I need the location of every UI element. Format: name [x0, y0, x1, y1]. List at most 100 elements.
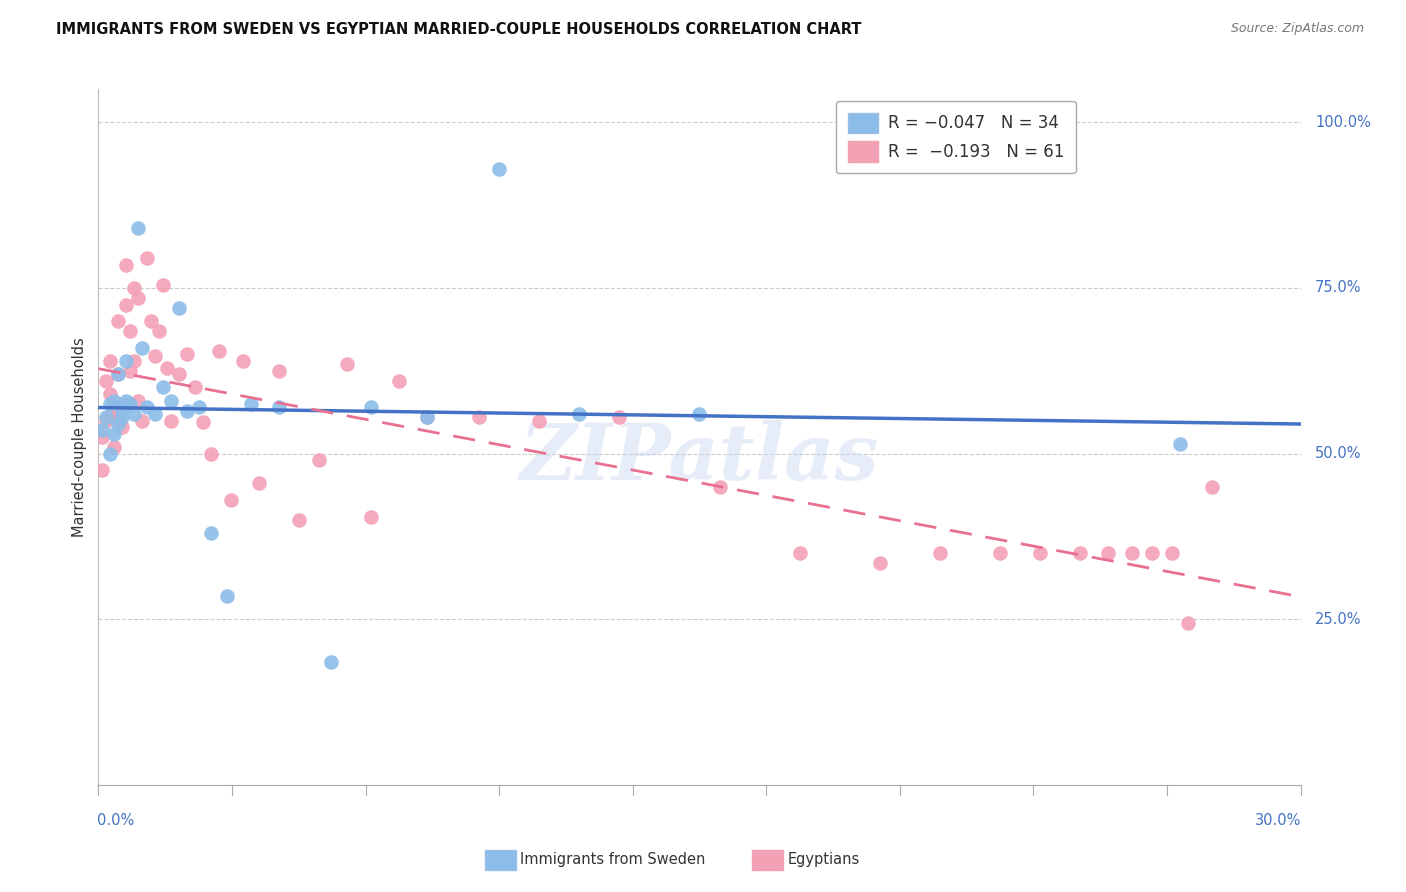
Point	[103, 393, 125, 408]
Point	[336, 357, 359, 371]
Text: 30.0%: 30.0%	[1256, 813, 1302, 828]
Point	[308, 453, 330, 467]
Point	[200, 447, 222, 461]
Point	[91, 424, 114, 438]
Point	[100, 397, 122, 411]
Point	[120, 364, 142, 378]
Point	[215, 589, 238, 603]
Point	[468, 410, 491, 425]
Point	[124, 281, 146, 295]
Point	[208, 343, 231, 358]
Point	[176, 403, 198, 417]
Point	[91, 463, 114, 477]
Point	[789, 546, 811, 560]
Point	[1177, 615, 1199, 630]
Point	[148, 324, 170, 338]
Point	[288, 513, 311, 527]
Point	[100, 354, 122, 368]
Text: 100.0%: 100.0%	[1315, 115, 1371, 130]
Point	[143, 349, 166, 363]
Point	[609, 410, 631, 425]
Point	[152, 380, 174, 394]
Text: 75.0%: 75.0%	[1315, 280, 1361, 295]
Text: ZIPatlas: ZIPatlas	[520, 420, 879, 496]
Point	[191, 415, 214, 429]
Point	[128, 221, 150, 235]
Point	[107, 367, 129, 381]
Point	[115, 354, 138, 368]
Point	[1121, 546, 1143, 560]
Point	[124, 354, 146, 368]
Point	[247, 476, 270, 491]
Point	[187, 401, 209, 415]
Point	[200, 526, 222, 541]
Point	[1029, 546, 1052, 560]
Point	[319, 656, 342, 670]
Point	[1161, 546, 1184, 560]
Point	[115, 258, 138, 272]
Point	[219, 493, 242, 508]
Point	[111, 403, 134, 417]
Point	[1201, 480, 1223, 494]
Point	[115, 393, 138, 408]
Point	[111, 397, 134, 411]
Point	[131, 413, 153, 427]
Point	[135, 251, 157, 265]
Point	[143, 407, 166, 421]
Point	[1170, 436, 1192, 450]
Point	[183, 380, 205, 394]
Point	[131, 341, 153, 355]
Point	[139, 314, 162, 328]
Point	[124, 407, 146, 421]
Point	[388, 374, 411, 388]
Point	[96, 410, 118, 425]
Text: 25.0%: 25.0%	[1315, 612, 1361, 627]
Point	[128, 291, 150, 305]
Point	[1142, 546, 1164, 560]
Point	[96, 374, 118, 388]
Point	[929, 546, 952, 560]
Text: IMMIGRANTS FROM SWEDEN VS EGYPTIAN MARRIED-COUPLE HOUSEHOLDS CORRELATION CHART: IMMIGRANTS FROM SWEDEN VS EGYPTIAN MARRI…	[56, 22, 862, 37]
Point	[568, 407, 591, 421]
Point	[709, 480, 731, 494]
Point	[488, 161, 510, 176]
Point	[239, 397, 262, 411]
Point	[135, 401, 157, 415]
Point	[988, 546, 1011, 560]
Point	[176, 347, 198, 361]
Point	[103, 440, 125, 454]
Point	[416, 410, 439, 425]
Text: Source: ZipAtlas.com: Source: ZipAtlas.com	[1230, 22, 1364, 36]
Y-axis label: Married-couple Households: Married-couple Households	[72, 337, 87, 537]
Point	[159, 393, 181, 408]
Point	[1097, 546, 1119, 560]
Point	[1069, 546, 1091, 560]
Point	[111, 410, 134, 425]
Point	[232, 354, 254, 368]
Point	[159, 413, 181, 427]
Point	[128, 393, 150, 408]
Point	[100, 387, 122, 401]
Point	[688, 407, 710, 421]
Point	[107, 314, 129, 328]
Text: 50.0%: 50.0%	[1315, 446, 1361, 461]
Point	[267, 364, 290, 378]
Point	[107, 417, 129, 431]
Point	[107, 367, 129, 381]
Point	[869, 556, 891, 570]
Point	[91, 430, 114, 444]
Point	[152, 277, 174, 292]
Point	[167, 367, 190, 381]
Point	[167, 301, 190, 315]
Point	[360, 509, 382, 524]
Point	[115, 297, 138, 311]
Text: Egyptians: Egyptians	[787, 853, 859, 867]
Point	[96, 413, 118, 427]
Point	[120, 397, 142, 411]
Point	[267, 401, 290, 415]
Point	[111, 420, 134, 434]
Text: 0.0%: 0.0%	[97, 813, 135, 828]
Point	[103, 426, 125, 441]
Point	[529, 413, 551, 427]
Point	[100, 410, 122, 425]
